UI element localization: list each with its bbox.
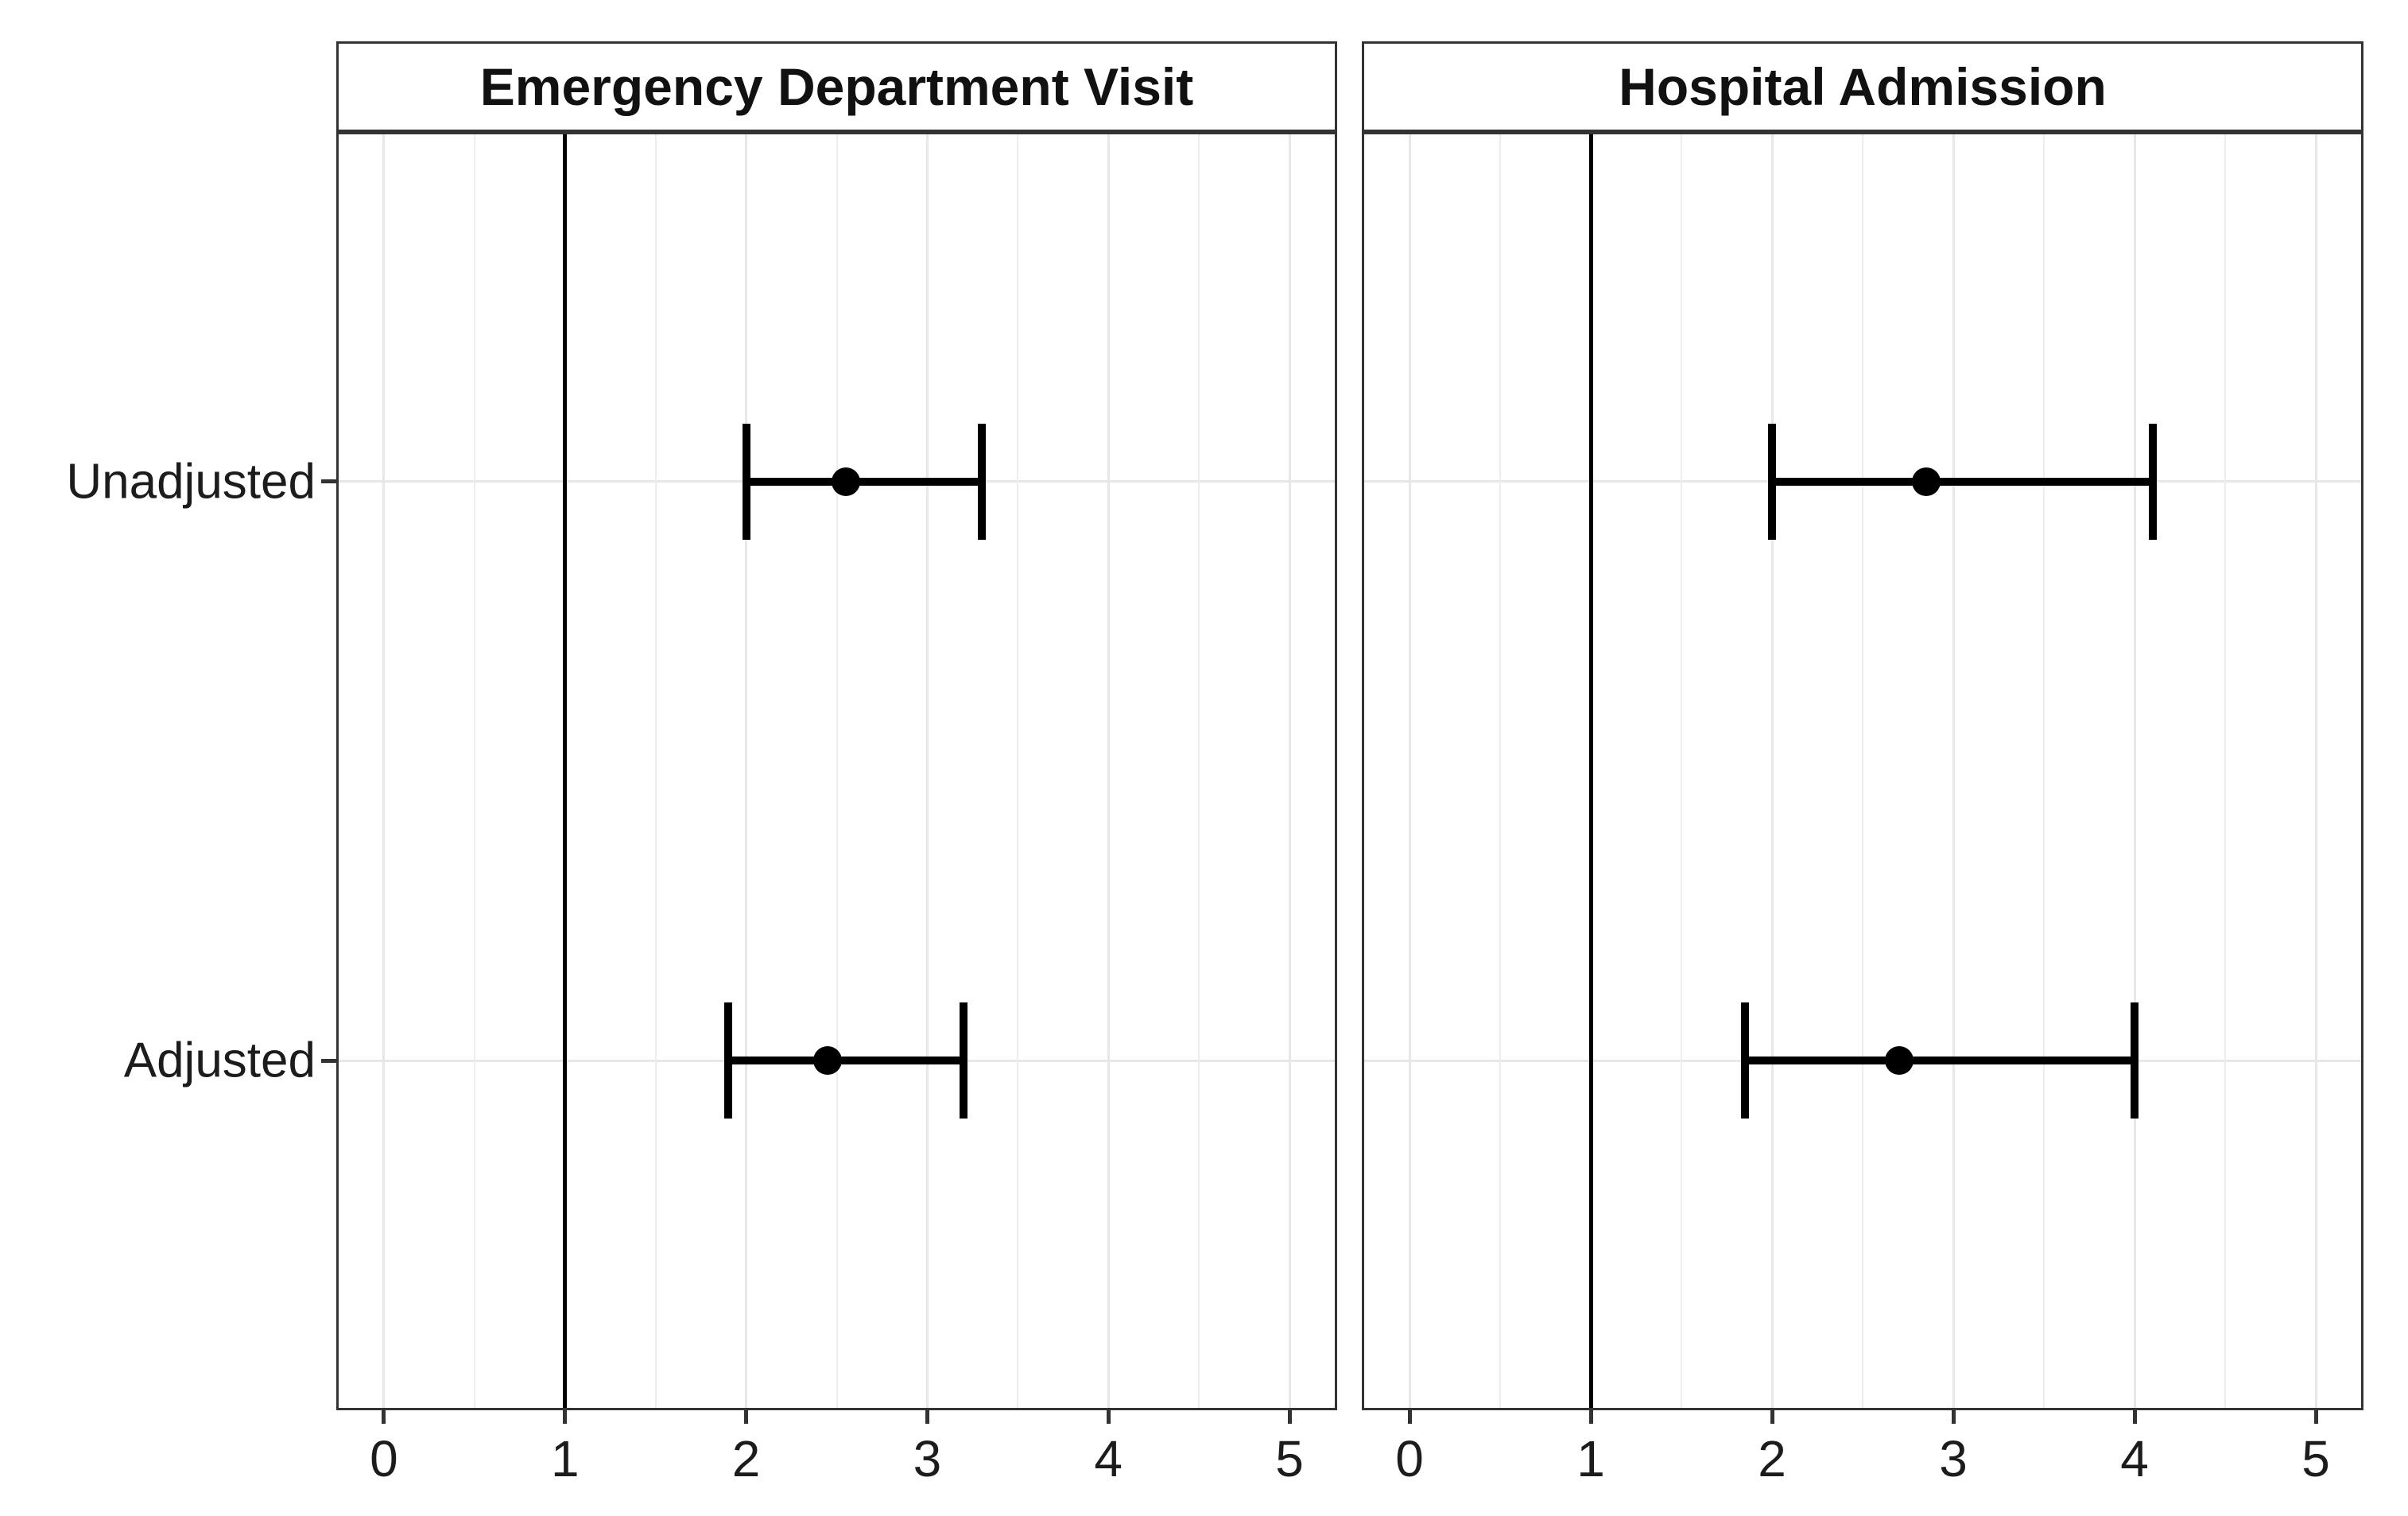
gridline-x-minor	[1862, 134, 1863, 1408]
ci-cap-lower-adjusted	[1740, 1002, 1749, 1119]
x-axis-tick-label: 4	[1094, 1430, 1123, 1487]
x-axis-tick-label: 5	[2301, 1430, 2330, 1487]
y-axis-tick	[321, 1058, 336, 1063]
x-axis-tick	[1588, 1410, 1593, 1424]
x-axis-tick	[1287, 1410, 1292, 1424]
gridline-x-major	[2314, 134, 2317, 1408]
x-axis-tick	[2132, 1410, 2137, 1424]
gridline-x-major	[1408, 134, 1411, 1408]
y-axis-label-adjusted: Adjusted	[123, 1033, 316, 1088]
x-axis-tick-label: 5	[1275, 1430, 1304, 1487]
x-axis-tick-label: 1	[550, 1430, 580, 1487]
panel-title-strip: Hospital Admission	[1362, 41, 2363, 132]
reference-line-x1	[1588, 134, 1593, 1408]
gridline-x-major	[1952, 134, 1955, 1408]
reference-line-x1	[563, 134, 568, 1408]
x-axis-tick-label: 2	[731, 1430, 761, 1487]
x-axis-tick	[382, 1410, 386, 1424]
y-axis-tick	[321, 479, 336, 484]
plot-area	[1362, 132, 2363, 1410]
x-axis-tick	[1951, 1410, 1956, 1424]
x-axis-tick	[1407, 1410, 1412, 1424]
gridline-x-minor	[1681, 134, 1682, 1408]
x-axis-tick-label: 0	[370, 1430, 398, 1487]
gridline-x-major	[1107, 134, 1110, 1408]
x-axis-tick	[2313, 1410, 2318, 1424]
x-axis-tick	[1106, 1410, 1111, 1424]
x-axis-tick-label: 1	[1576, 1430, 1605, 1487]
ci-line-adjusted	[1744, 1057, 2135, 1065]
ci-cap-lower-unadjusted	[742, 423, 750, 540]
gridline-x-minor	[473, 134, 475, 1408]
ci-line-unadjusted	[1772, 477, 2153, 486]
gridline-x-major	[745, 134, 748, 1408]
panel-title-strip: Emergency Department Visit	[336, 41, 1337, 132]
gridline-x-major	[2133, 134, 2136, 1408]
gridline-x-minor	[1198, 134, 1200, 1408]
panel-title: Emergency Department Visit	[479, 57, 1194, 116]
ci-cap-lower-adjusted	[723, 1002, 732, 1119]
ci-line-unadjusted	[746, 477, 982, 486]
ci-cap-upper-unadjusted	[977, 423, 986, 540]
x-axis-tick-label: 2	[1758, 1430, 1786, 1487]
x-axis-tick	[925, 1410, 929, 1424]
x-axis-tick-label: 0	[1395, 1430, 1424, 1487]
gridline-x-major	[382, 134, 386, 1408]
point-estimate-unadjusted	[831, 467, 860, 496]
gridline-x-minor	[1499, 134, 1501, 1408]
x-axis-tick	[563, 1410, 568, 1424]
ci-line-adjusted	[727, 1057, 964, 1065]
ci-cap-upper-unadjusted	[2148, 423, 2157, 540]
x-axis-tick	[1770, 1410, 1774, 1424]
panel-hospital-admission: Hospital Admission	[1362, 41, 2363, 1410]
ci-cap-upper-adjusted	[959, 1002, 967, 1119]
gridline-x-minor	[2224, 134, 2226, 1408]
gridline-x-minor	[1017, 134, 1019, 1408]
point-estimate-adjusted	[813, 1046, 843, 1076]
x-axis-tick	[744, 1410, 749, 1424]
gridline-x-minor	[654, 134, 657, 1408]
point-estimate-unadjusted	[1911, 467, 1941, 496]
x-axis-tick-label: 4	[2120, 1430, 2149, 1487]
ci-cap-lower-unadjusted	[1768, 423, 1776, 540]
gridline-x-minor	[2043, 134, 2045, 1408]
gridline-x-minor	[836, 134, 838, 1408]
point-estimate-adjusted	[1884, 1046, 1914, 1076]
gridline-x-major	[1770, 134, 1774, 1408]
y-axis-label-unadjusted: Unadjusted	[66, 454, 316, 510]
ci-cap-upper-adjusted	[2131, 1002, 2139, 1119]
gridline-x-major	[925, 134, 929, 1408]
x-axis-tick-label: 3	[913, 1430, 942, 1487]
gridline-x-major	[1288, 134, 1291, 1408]
x-axis-tick-label: 3	[1939, 1430, 1968, 1487]
plot-area	[336, 132, 1337, 1410]
panel-emergency-department-visit: Emergency Department Visit	[336, 41, 1337, 1410]
panel-title: Hospital Admission	[1619, 57, 2107, 116]
